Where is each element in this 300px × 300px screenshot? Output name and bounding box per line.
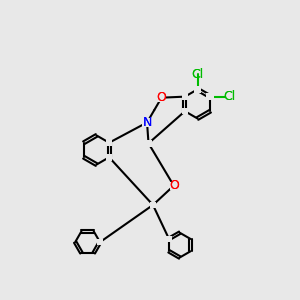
Bar <box>169 182 178 190</box>
Bar <box>97 239 103 245</box>
Bar <box>142 118 152 127</box>
Bar <box>182 93 188 100</box>
Bar <box>145 140 152 147</box>
Text: O: O <box>169 179 179 192</box>
Bar <box>150 202 156 208</box>
Text: N: N <box>142 116 152 129</box>
Bar <box>169 182 178 190</box>
Text: O: O <box>169 179 179 192</box>
Bar <box>158 94 166 102</box>
Bar <box>166 236 172 242</box>
Bar <box>142 118 152 127</box>
Bar <box>194 85 201 93</box>
Bar <box>158 94 166 102</box>
Text: O: O <box>157 91 166 104</box>
Text: Cl: Cl <box>191 68 204 81</box>
Text: Cl: Cl <box>224 90 236 103</box>
Text: Cl: Cl <box>191 68 204 81</box>
Bar <box>106 154 112 160</box>
Bar <box>142 118 152 127</box>
Bar <box>206 93 214 100</box>
Text: Cl: Cl <box>224 90 236 103</box>
Bar <box>182 108 188 115</box>
Text: O: O <box>157 91 166 104</box>
Bar <box>106 140 112 146</box>
Text: N: N <box>142 116 152 129</box>
